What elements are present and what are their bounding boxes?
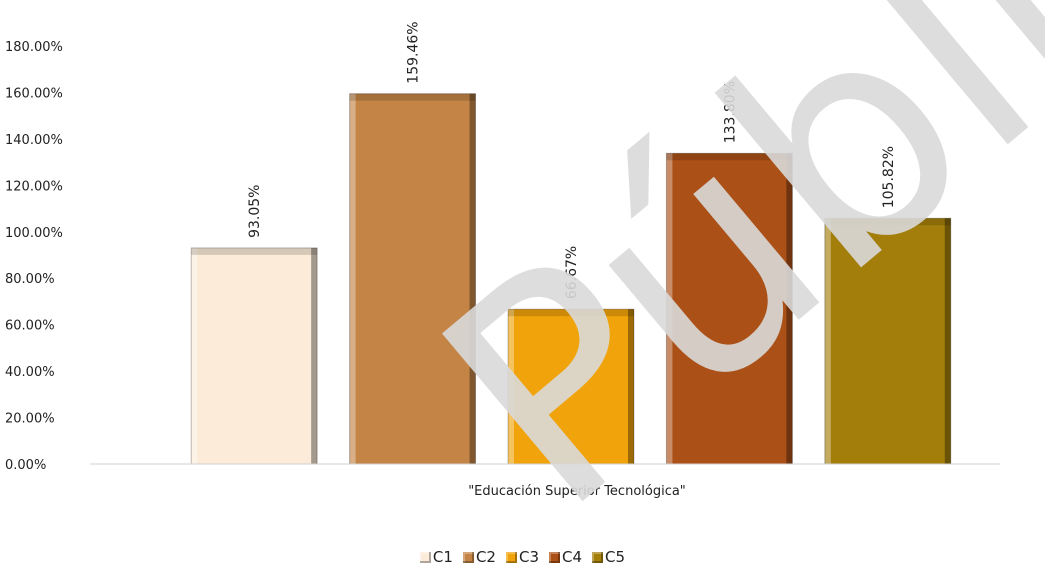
bar-bevel-top [349, 93, 476, 101]
y-tick-label: 20.00% [5, 412, 55, 427]
y-axis: 0.00% 20.00% 40.00% 60.00% 80.00% 100.00% 120.… [5, 40, 63, 473]
legend-label: C3 [518, 547, 540, 566]
bar-bevel-top [191, 247, 318, 255]
bar-c5-body [824, 218, 951, 464]
y-tick-label: 120.00% [5, 179, 63, 194]
bar-c4-body [666, 153, 793, 464]
bar-c3-body [508, 309, 634, 464]
bar-bevel-right [469, 93, 476, 464]
bar-c1 [190, 247, 318, 465]
legend-swatch [592, 551, 604, 563]
legend-item-c3: C3 [505, 547, 540, 566]
bar-bevel-right [627, 309, 634, 464]
y-tick-label: 140.00% [5, 133, 63, 148]
bar-c3 [507, 308, 635, 465]
bar-bevel-left [666, 153, 673, 464]
bar-bevel-right [944, 218, 951, 464]
bar-c4 [665, 152, 793, 465]
y-tick-label: 160.00% [5, 86, 63, 101]
bar-bevel-right [786, 153, 793, 464]
legend-item-c4: C4 [549, 548, 582, 566]
bar-bevel-left [824, 218, 831, 464]
y-tick-label: 40.00% [5, 365, 55, 380]
data-label-c1: 93.05% [247, 185, 263, 238]
y-tick-label: 0.00% [5, 458, 46, 473]
bar-chart: 0.00% 20.00% 40.00% 60.00% 80.00% 100.00% 120.… [5, 21, 1000, 499]
legend-swatch [419, 551, 431, 563]
legend-label: C1 [432, 547, 453, 566]
bar-bevel-left [191, 247, 198, 464]
bar-bevel-top [666, 153, 793, 161]
category-label: "Educación Superior Tecnológica" [468, 484, 686, 499]
bar-c5 [824, 217, 952, 465]
bar-c2-body [349, 93, 476, 464]
legend: C1 C2 C3 C4 C5 [0, 547, 1045, 566]
bar-bevel-top [824, 218, 951, 226]
legend-label: C2 [475, 547, 496, 566]
bar-bevel-left [349, 93, 356, 464]
y-tick-label: 100.00% [5, 226, 63, 241]
bar-bevel-right [311, 247, 318, 464]
legend-swatch [462, 551, 474, 563]
data-label-c4: 133.80% [722, 81, 738, 143]
legend-swatch [505, 551, 517, 563]
data-label-c5: 105.82% [881, 146, 897, 208]
bar-bevel-left [508, 309, 515, 464]
bar-c2 [349, 93, 477, 465]
bars [190, 93, 952, 465]
legend-item-c1: C1 [419, 547, 453, 566]
y-tick-label: 60.00% [5, 319, 55, 334]
y-tick-label: 80.00% [5, 272, 55, 287]
legend-item-c5: C5 [592, 548, 625, 566]
y-tick-label: 180.00% [5, 40, 63, 55]
bar-bevel-top [508, 309, 634, 317]
legend-label: C4 [562, 547, 583, 566]
data-labels: 93.05% 159.46% 66.67% 133.80% 105.82% [247, 21, 897, 299]
legend-label: C5 [605, 547, 626, 566]
data-label-c3: 66.67% [564, 246, 580, 299]
bar-c1-body [191, 247, 318, 464]
data-label-c2: 159.46% [406, 21, 422, 83]
legend-item-c2: C2 [462, 547, 496, 566]
legend-swatch [549, 551, 561, 563]
